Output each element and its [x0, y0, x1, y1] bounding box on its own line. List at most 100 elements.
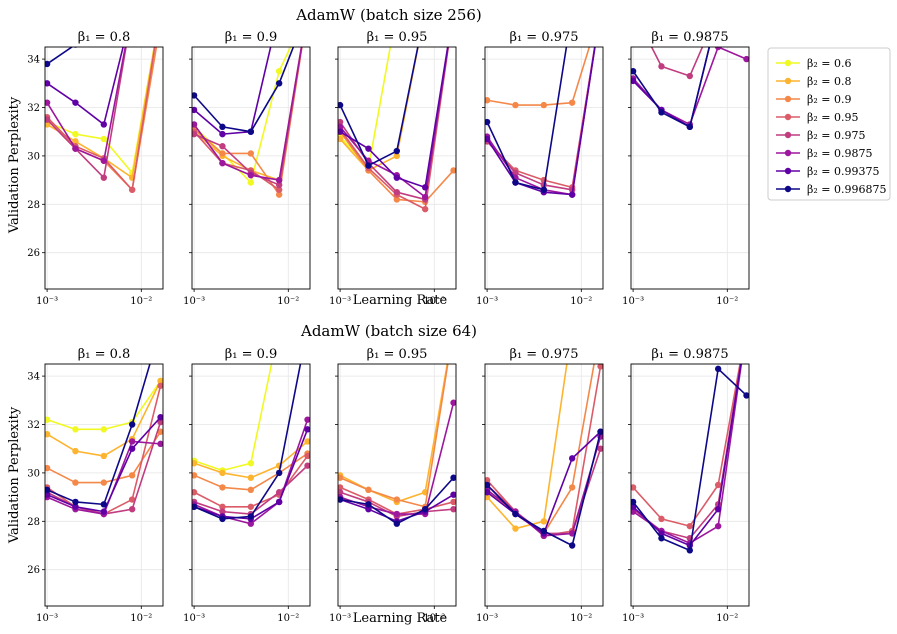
panel-9: β₁ = 0.975 10⁻³ 10⁻²: [476, 347, 604, 624]
data-point: [101, 8, 107, 14]
row-title-top: AdamW (batch size 256): [295, 6, 482, 24]
panel-subtitle: β₁ = 0.95: [367, 30, 428, 45]
data-point: [45, 486, 51, 494]
x-tick-label: 10⁻²: [277, 613, 299, 624]
data-point: [157, 440, 163, 448]
data-point: [393, 174, 401, 181]
data-point: [192, 472, 198, 479]
y-tick-label: 28: [27, 517, 40, 528]
legend: β₂ = 0.6 β₂ = 0.8 β₂ = 0.9 β₂ = 0.95 β₂ = 0.…: [767, 47, 891, 201]
data-point: [157, 377, 163, 385]
plot-area: [631, 364, 749, 606]
data-point: [128, 438, 136, 445]
panels: β₁ = 0.8 26 28 30 32 34 10⁻³ 10⁻² β₁ = 0.9 10⁻³ 10…: [27, 8, 750, 624]
data-point: [631, 77, 637, 85]
panel-subtitle: β₁ = 0.9875: [651, 347, 728, 362]
data-point: [393, 510, 401, 518]
data-point: [128, 445, 136, 452]
data-point: [72, 479, 79, 486]
data-point: [304, 416, 310, 423]
data-point: [630, 8, 636, 14]
data-point: [275, 176, 283, 184]
data-point: [128, 421, 136, 428]
y-tick-label: 26: [27, 565, 40, 576]
data-point: [686, 123, 694, 131]
panel-2: β₁ = 0.9 10⁻³ 10⁻²: [183, 30, 311, 307]
data-point: [275, 181, 283, 189]
plot-area: [485, 364, 603, 606]
series-line: [632, 47, 711, 128]
data-point: [247, 150, 255, 157]
legend-entry: β₂ = 0.8: [776, 75, 851, 88]
y-tick-label: 32: [27, 420, 40, 431]
data-point: [247, 513, 255, 520]
data-point: [157, 414, 163, 421]
y-tick-label: 26: [27, 248, 40, 259]
data-point: [393, 189, 401, 196]
data-point: [72, 130, 79, 138]
panel-frame: [630, 46, 750, 290]
series-group: [485, 364, 603, 549]
data-point: [157, 418, 163, 426]
data-point: [157, 8, 163, 14]
data-point: [597, 8, 603, 14]
data-point: [597, 364, 603, 370]
data-point: [219, 159, 226, 167]
data-point: [129, 8, 135, 14]
data-point: [100, 452, 108, 460]
data-point: [72, 447, 79, 455]
legend-swatch-marker: [784, 149, 792, 157]
x-tick-label: 10⁻²: [130, 296, 152, 307]
legend-label: β₂ = 0.8: [807, 75, 851, 88]
y-tick-label: 28: [27, 200, 40, 211]
data-point: [393, 496, 401, 503]
panel-frame: [191, 363, 311, 607]
data-point: [540, 518, 548, 525]
panel-subtitle: β₁ = 0.975: [509, 30, 578, 45]
data-point: [715, 8, 721, 14]
data-point: [247, 474, 255, 481]
data-point: [338, 128, 344, 135]
panel-subtitle: β₁ = 0.8: [78, 347, 131, 362]
data-point: [393, 520, 401, 527]
x-tick-label: 10⁻³: [329, 296, 351, 307]
data-point: [568, 191, 576, 198]
legend-swatch-marker: [784, 167, 792, 175]
x-tick-label: 10⁻²: [277, 296, 299, 307]
plot-area: [192, 364, 310, 606]
data-point: [686, 72, 694, 80]
x-tick-label: 10⁻²: [716, 296, 738, 307]
data-point: [597, 8, 603, 14]
legend-label: β₂ = 0.975: [807, 129, 865, 142]
data-point: [393, 196, 401, 203]
x-tick-label: 10⁻³: [36, 296, 58, 307]
data-point: [247, 172, 255, 179]
data-point: [421, 205, 429, 213]
plot-area: [45, 47, 163, 289]
plot-area: [338, 47, 456, 289]
data-point: [304, 462, 310, 469]
data-point: [743, 325, 749, 331]
data-point: [568, 484, 576, 491]
data-point: [72, 138, 79, 145]
data-point: [219, 469, 226, 477]
data-point: [100, 479, 108, 486]
data-point: [597, 8, 603, 14]
series-line: [46, 47, 127, 162]
data-point: [128, 506, 136, 513]
y-tick-label: 32: [27, 103, 40, 114]
data-point: [569, 8, 575, 14]
x-tick-label: 10⁻³: [476, 296, 498, 307]
data-point: [100, 508, 108, 515]
panel-1: β₁ = 0.8 26 28 30 32 34 10⁻³ 10⁻²: [27, 8, 164, 307]
data-point: [72, 503, 79, 510]
data-point: [128, 472, 136, 479]
data-point: [597, 445, 603, 452]
data-point: [219, 123, 226, 131]
series-line: [486, 47, 568, 191]
data-point: [45, 116, 51, 123]
data-point: [128, 496, 136, 503]
data-point: [540, 186, 548, 193]
panel-subtitle: β₁ = 0.9875: [651, 30, 728, 45]
